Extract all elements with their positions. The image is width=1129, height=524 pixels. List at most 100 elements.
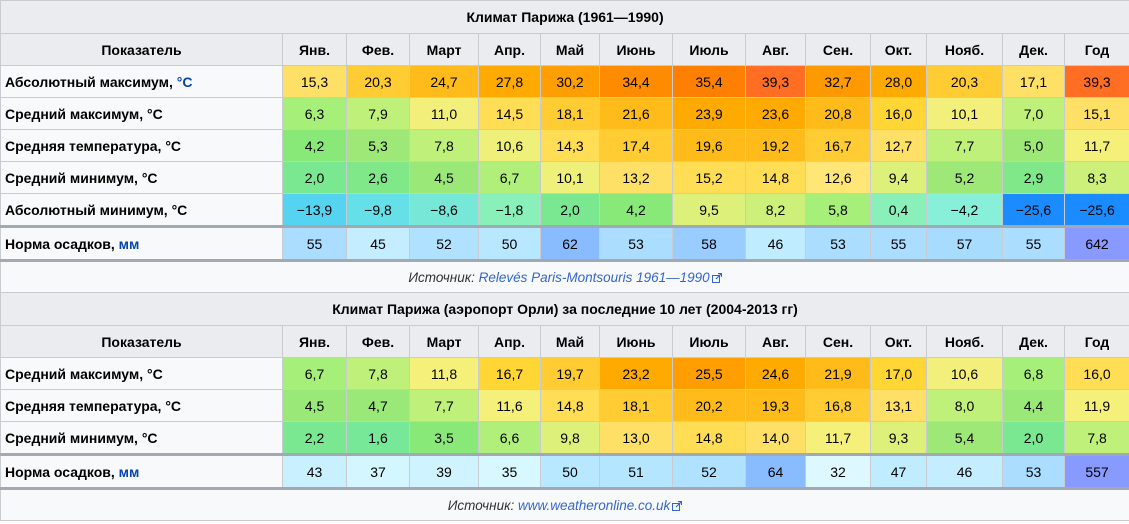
- table-caption-row: Климат Парижа (1961—1990): [0, 0, 1129, 34]
- header-month: Май: [540, 33, 600, 66]
- table-cell: 19,7: [540, 357, 600, 390]
- table-row: Средний минимум, °C 2,2 1,6 3,5 6,6 9,8 13,0 14…: [0, 421, 1129, 455]
- table-cell: 19,6: [672, 129, 746, 162]
- unit-link[interactable]: °C: [176, 73, 193, 90]
- header-month: Март: [409, 33, 479, 66]
- header-month: Авг.: [745, 325, 806, 358]
- table-cell: 16,7: [478, 357, 541, 390]
- table-cell: 4,7: [346, 389, 410, 422]
- table-cell: 11,6: [478, 389, 541, 422]
- table-cell: 4,5: [409, 161, 479, 194]
- table-cell: 9,8: [540, 421, 600, 455]
- row-label: Средняя температура, °C: [0, 389, 283, 422]
- table-cell: 4,4: [1002, 389, 1065, 422]
- table-cell: 11,9: [1063, 389, 1129, 422]
- table-cell: −13,9: [282, 193, 347, 227]
- table-title: Климат Парижа (1961—1990): [0, 0, 1129, 34]
- unit-link[interactable]: мм: [118, 463, 140, 480]
- table-cell: 11,7: [1063, 129, 1129, 162]
- table-cell: 2,0: [282, 161, 347, 194]
- table-cell: 46: [926, 453, 1003, 489]
- row-label: Норма осадков, мм: [0, 225, 283, 261]
- table-cell: 16,0: [1063, 357, 1129, 390]
- table-cell: 47: [870, 453, 927, 489]
- table-cell: 19,2: [745, 129, 806, 162]
- header-month: Янв.: [282, 33, 347, 66]
- table-cell: 52: [672, 453, 746, 489]
- row-label: Средний минимум, °C: [0, 421, 283, 455]
- table-cell: 0,4: [870, 193, 927, 227]
- header-month: Нояб.: [926, 33, 1003, 66]
- table-cell: 21,9: [805, 357, 871, 390]
- table-row: Средняя температура, °C 4,2 5,3 7,8 10,6 14,3…: [0, 129, 1129, 162]
- table-cell: 2,2: [282, 421, 347, 455]
- table-cell: 5,3: [346, 129, 410, 162]
- table-cell: 5,2: [926, 161, 1003, 194]
- table-cell: 11,8: [409, 357, 479, 390]
- table-cell: 13,1: [870, 389, 927, 422]
- table-row: Абсолютный минимум, °C −13,9 −9,8 −8,6 −1,8 2…: [0, 193, 1129, 227]
- table-cell: 2,0: [540, 193, 600, 227]
- table-cell: 10,1: [540, 161, 600, 194]
- table-title: Климат Парижа (аэропорт Орли) за последн…: [0, 292, 1129, 326]
- source-row: Источник: www.weatheronline.co.uk: [0, 487, 1129, 521]
- table-row: Абсолютный максимум, °C 15,3 20,3 24,7 27,8 3…: [0, 65, 1129, 98]
- source-prefix: Источник:: [408, 269, 479, 285]
- table-cell: 15,3: [282, 65, 347, 98]
- header-month: Апр.: [478, 325, 541, 358]
- table-cell: 23,6: [745, 97, 806, 130]
- table-cell: 7,8: [346, 357, 410, 390]
- table-cell: 16,8: [805, 389, 871, 422]
- table-cell: 20,2: [672, 389, 746, 422]
- table-cell: 14,8: [672, 421, 746, 455]
- table-cell: 4,5: [282, 389, 347, 422]
- table-cell: 35,4: [672, 65, 746, 98]
- table-cell: 37: [346, 453, 410, 489]
- header-month: Фев.: [346, 33, 410, 66]
- table-cell: 24,6: [745, 357, 806, 390]
- row-label: Средний максимум, °C: [0, 97, 283, 130]
- table-cell: 53: [599, 225, 673, 261]
- table-header-row: Показатель Янв. Фев. Март Апр. Май Июнь Июль Авг…: [0, 33, 1129, 66]
- header-month: Янв.: [282, 325, 347, 358]
- table-cell: 13,0: [599, 421, 673, 455]
- table-cell: 50: [478, 225, 541, 261]
- table-cell: 27,8: [478, 65, 541, 98]
- table-cell: 9,3: [870, 421, 927, 455]
- table-cell: 39,3: [1063, 65, 1129, 98]
- unit-link[interactable]: мм: [118, 235, 140, 252]
- table-cell: 2,6: [346, 161, 410, 194]
- table-cell: 43: [282, 453, 347, 489]
- table-cell: 5,4: [926, 421, 1003, 455]
- table-row: Средняя температура, °C 4,5 4,7 7,7 11,6 14,8…: [0, 389, 1129, 422]
- source-link[interactable]: www.weatheronline.co.uk: [517, 497, 671, 513]
- table-cell: 11,0: [409, 97, 479, 130]
- table-cell: −1,8: [478, 193, 541, 227]
- table-caption-row: Климат Парижа (аэропорт Орли) за последн…: [0, 292, 1129, 326]
- table-cell: 7,7: [926, 129, 1003, 162]
- row-label-text: Средняя температура, °C: [5, 397, 182, 414]
- table-cell: 16,7: [805, 129, 871, 162]
- table-cell: 6,7: [282, 357, 347, 390]
- table-cell: 4,2: [599, 193, 673, 227]
- table-cell: 7,0: [1002, 97, 1065, 130]
- header-month: Окт.: [870, 325, 927, 358]
- table-cell: 15,2: [672, 161, 746, 194]
- table-cell: 5,8: [805, 193, 871, 227]
- table-cell: 14,8: [745, 161, 806, 194]
- table-cell: 52: [409, 225, 479, 261]
- header-month: Окт.: [870, 33, 927, 66]
- source-row: Источник: Relevés Paris-Montsouris 1961—…: [0, 259, 1129, 293]
- table-cell: 51: [599, 453, 673, 489]
- table-cell: 11,7: [805, 421, 871, 455]
- table-cell: −8,6: [409, 193, 479, 227]
- row-label: Средняя температура, °C: [0, 129, 283, 162]
- source-link[interactable]: Relevés Paris-Montsouris 1961—1990: [478, 269, 710, 285]
- table-cell: −25,6: [1063, 193, 1129, 227]
- table-cell: 8,3: [1063, 161, 1129, 194]
- header-month: Сен.: [805, 33, 871, 66]
- table-cell: 32: [805, 453, 871, 489]
- table-cell: 14,8: [540, 389, 600, 422]
- table-cell: 15,1: [1063, 97, 1129, 130]
